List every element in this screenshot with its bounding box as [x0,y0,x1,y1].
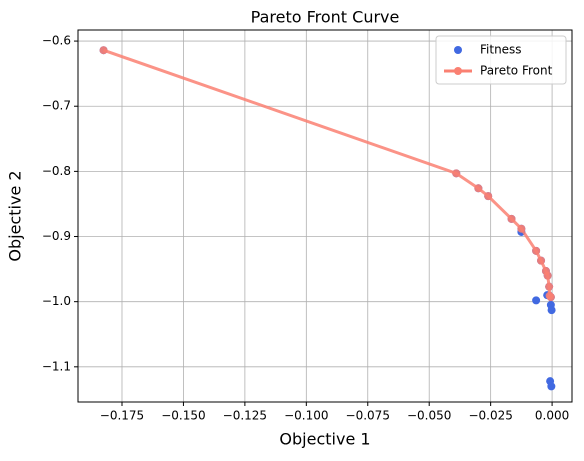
x-axis-label: Objective 1 [279,430,370,449]
y-tick-label: −1.0 [42,294,71,308]
pareto-line [103,48,552,299]
point [452,169,461,178]
point [517,224,526,233]
y-tick-label: −0.8 [42,164,71,178]
legend-label: Fitness [480,43,522,57]
legend-marker [454,46,462,54]
point [484,192,493,201]
axes-frame [77,29,573,403]
point [532,246,541,255]
point [99,46,108,55]
y-axis-label: Objective 2 [6,170,25,261]
point [537,256,546,265]
x-tick-label: −0.050 [407,409,451,423]
y-tick-label: −0.7 [42,99,71,113]
x-tick-label: −0.150 [161,409,205,423]
y-tick-label: −0.9 [42,229,71,243]
point [545,282,554,291]
point [547,306,556,315]
x-tick-label: −0.075 [346,409,390,423]
point [474,184,483,193]
x-tick-label: 0.000 [535,409,569,423]
point [543,271,552,280]
x-tick-label: −0.100 [284,409,328,423]
x-tick-label: −0.025 [468,409,512,423]
point [507,214,516,223]
point [547,382,556,391]
y-tick-label: −0.6 [42,34,71,48]
chart-title: Pareto Front Curve [251,8,400,27]
legend-marker [454,67,462,75]
legend-label: Pareto Front [480,64,553,78]
x-tick-label: −0.175 [100,409,144,423]
point [546,293,555,302]
x-tick-label: −0.125 [223,409,267,423]
point [532,296,541,305]
y-tick-label: −1.1 [42,359,71,373]
